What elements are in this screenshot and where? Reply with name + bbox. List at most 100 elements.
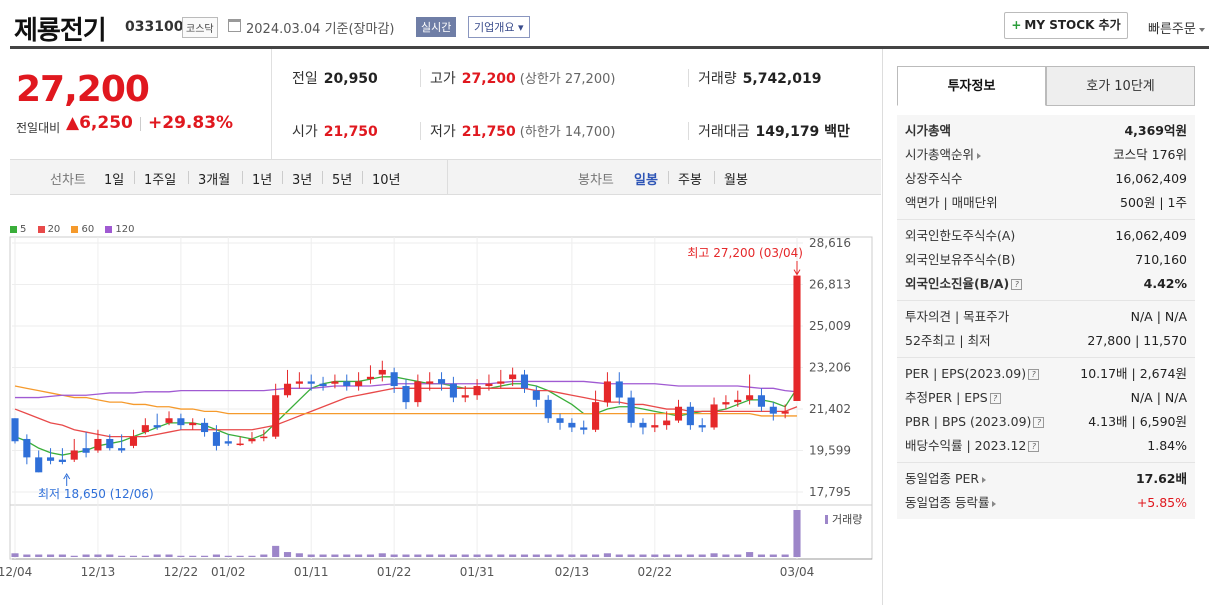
period-toolbar: 선차트 1일 1주일 3개월 1년 3년 5년 10년 봉차트 일봉 주봉 월봉 xyxy=(10,159,881,195)
up-arrow-icon: ▲ xyxy=(66,113,80,133)
y-tick-label: 17,795 xyxy=(809,485,851,499)
volume-bar xyxy=(520,554,529,557)
header-divider xyxy=(10,46,1209,49)
volume-bar xyxy=(603,553,611,557)
tab-investment-info[interactable]: 투자정보 xyxy=(897,66,1046,106)
volume-bar xyxy=(734,554,742,557)
volume-bar xyxy=(793,510,801,557)
candle-body xyxy=(627,397,635,423)
volume-bar xyxy=(319,554,327,557)
volume-bar xyxy=(485,554,493,557)
volume-bar xyxy=(698,554,706,557)
volume-bar xyxy=(663,554,671,557)
period-5y[interactable]: 5년 xyxy=(332,173,353,188)
market-badge: 코스닥 xyxy=(182,17,218,38)
period-1d[interactable]: 1일 xyxy=(104,173,125,188)
quick-order-dropdown[interactable]: 빠른주문 xyxy=(1148,18,1205,37)
volume-bar xyxy=(236,555,244,557)
min-arrow-head xyxy=(63,473,71,480)
volume-bar xyxy=(118,555,126,557)
candle-body xyxy=(201,422,209,433)
volume-bar xyxy=(674,554,683,557)
candle-body xyxy=(402,386,410,403)
volume-bar xyxy=(248,555,256,557)
candle-body xyxy=(82,448,90,453)
industry-rate-row[interactable]: 동일업종 등락률 +5.85% xyxy=(905,495,1187,510)
volume-bar xyxy=(11,553,19,557)
y-tick-label: 23,206 xyxy=(809,360,851,374)
info-tabs: 투자정보 호가 10단계 xyxy=(897,66,1195,106)
realtime-button[interactable]: 실시간 xyxy=(416,17,457,37)
market-cap-rank-row[interactable]: 시가총액순위 코스닥 176위 xyxy=(905,147,1187,162)
candle-body xyxy=(212,432,220,446)
candle-body xyxy=(366,376,375,380)
volume-bar xyxy=(212,554,220,557)
candle-body xyxy=(663,420,671,426)
help-icon: ? xyxy=(1028,369,1040,380)
volume-bar xyxy=(295,553,303,557)
company-name: 제룡전기 xyxy=(14,16,107,46)
volume-bar xyxy=(710,553,718,557)
period-3y[interactable]: 3년 xyxy=(292,173,313,188)
candle-body xyxy=(141,425,149,433)
volume-bar xyxy=(639,554,647,557)
candle-body xyxy=(35,457,43,473)
candle-monthly[interactable]: 월봉 xyxy=(724,173,748,188)
period-1y[interactable]: 1년 xyxy=(252,173,273,188)
candle-body xyxy=(224,441,232,444)
divider xyxy=(140,117,141,131)
calendar-icon xyxy=(228,19,241,32)
candle-daily[interactable]: 일봉 xyxy=(634,173,658,188)
volume-bar xyxy=(686,554,694,557)
candle-body xyxy=(544,399,552,419)
candle-body xyxy=(236,443,244,446)
company-info-dropdown[interactable]: 기업개요 ▾ xyxy=(468,16,530,38)
candle-body xyxy=(70,450,78,460)
volume-bar xyxy=(129,555,138,557)
my-stock-add-button[interactable]: + MY STOCK 추가 xyxy=(1004,12,1128,39)
legend-ma20: 20 xyxy=(37,224,60,235)
open-price: 시가 21,750 xyxy=(292,124,378,140)
candle-body xyxy=(532,390,540,400)
low-price: 저가 21,750 (하한가 14,700) xyxy=(430,124,616,140)
divider xyxy=(688,122,689,140)
volume-bar xyxy=(23,554,31,557)
candle-weekly[interactable]: 주봉 xyxy=(678,173,702,188)
volume-bar xyxy=(331,554,339,557)
change-label: 전일대비 xyxy=(16,121,61,135)
help-icon: ? xyxy=(1033,417,1045,428)
volume-bar xyxy=(509,554,517,557)
volume-bar xyxy=(544,554,552,557)
ma-legend: 5 20 60 120 xyxy=(10,224,143,235)
volume-bar xyxy=(627,554,635,557)
prev-close: 전일 20,950 xyxy=(292,71,378,87)
tab-order-book[interactable]: 호가 10단계 xyxy=(1046,66,1195,106)
candle-body xyxy=(343,381,351,387)
stock-chart[interactable]: 28,616 26,813 25,009 23,206 21,402 19,599 17,7… xyxy=(0,0,882,605)
candle-body xyxy=(46,457,55,461)
pbr-row: PBR | BPS (2023.09)? 4.13배 | 6,590원 xyxy=(905,414,1187,429)
candle-body xyxy=(674,406,683,421)
chevron-down-icon: ▾ xyxy=(517,21,524,34)
volume-bar xyxy=(390,554,398,557)
candle-chart-label: 봉차트 xyxy=(578,173,614,188)
candle-body xyxy=(295,381,303,384)
y-tick-label: 21,402 xyxy=(809,402,851,416)
volume-bar xyxy=(497,554,505,557)
base-date: 2024.03.04 기준(장마감) xyxy=(246,22,395,37)
industry-per-row[interactable]: 동일업종 PER 17.62배 xyxy=(905,471,1187,486)
volume-bar xyxy=(437,554,446,557)
info-table: 시가총액 4,369억원 시가총액순위 코스닥 176위 상장주식수 16,062,4… xyxy=(897,115,1195,519)
x-tick-label: 01/31 xyxy=(460,565,495,579)
change-rate: +29.83% xyxy=(148,113,234,133)
candle-body xyxy=(331,381,339,384)
help-icon: ? xyxy=(989,393,1001,404)
legend-ma120: 120 xyxy=(105,224,135,235)
period-3m[interactable]: 3개월 xyxy=(198,173,231,188)
candle-body xyxy=(556,418,564,423)
period-10y[interactable]: 10년 xyxy=(372,173,401,188)
period-1w[interactable]: 1주일 xyxy=(144,173,177,188)
x-tick-label: 03/04 xyxy=(780,565,815,579)
volume-bar xyxy=(449,554,457,557)
candle-body xyxy=(106,438,114,449)
